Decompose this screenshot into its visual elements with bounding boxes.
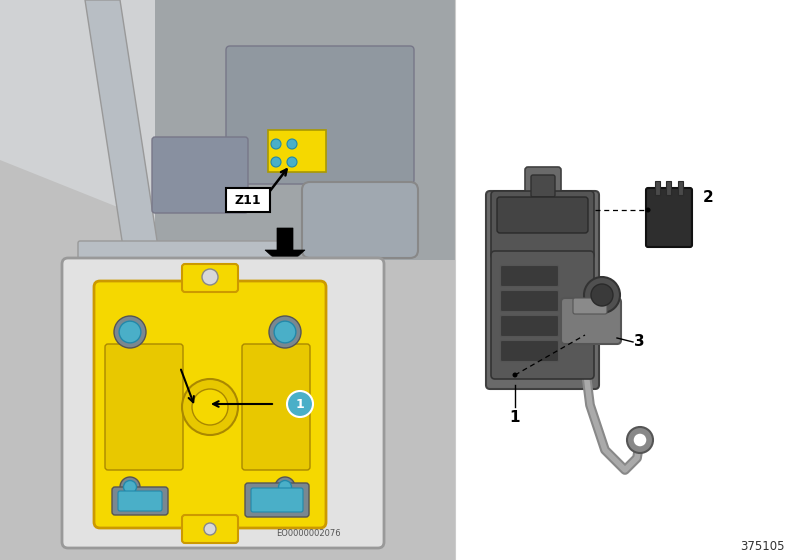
Polygon shape — [85, 0, 160, 260]
FancyBboxPatch shape — [245, 483, 309, 517]
FancyBboxPatch shape — [573, 298, 607, 314]
FancyBboxPatch shape — [531, 175, 555, 197]
FancyBboxPatch shape — [486, 191, 599, 389]
Text: 2: 2 — [702, 189, 714, 204]
Text: 1: 1 — [296, 398, 304, 410]
Circle shape — [114, 316, 146, 348]
Circle shape — [275, 477, 295, 497]
Circle shape — [513, 372, 518, 377]
Circle shape — [271, 139, 281, 149]
FancyBboxPatch shape — [497, 197, 588, 233]
Circle shape — [646, 208, 650, 212]
FancyBboxPatch shape — [112, 487, 168, 515]
FancyBboxPatch shape — [501, 291, 558, 311]
Circle shape — [584, 277, 620, 313]
Circle shape — [204, 523, 216, 535]
Circle shape — [120, 477, 140, 497]
FancyBboxPatch shape — [501, 315, 558, 337]
Circle shape — [269, 316, 301, 348]
Bar — [666, 181, 671, 195]
Circle shape — [192, 389, 228, 425]
Polygon shape — [265, 228, 305, 268]
Circle shape — [287, 391, 313, 417]
FancyBboxPatch shape — [182, 264, 238, 292]
FancyBboxPatch shape — [242, 344, 310, 470]
FancyBboxPatch shape — [105, 344, 183, 470]
FancyBboxPatch shape — [62, 258, 384, 548]
FancyBboxPatch shape — [561, 298, 621, 344]
Circle shape — [633, 433, 647, 447]
FancyBboxPatch shape — [152, 137, 248, 213]
Bar — [268, 130, 326, 172]
Text: 1: 1 — [510, 409, 520, 424]
Bar — [0, 0, 455, 560]
FancyBboxPatch shape — [118, 491, 162, 511]
Bar — [655, 181, 660, 195]
Circle shape — [119, 321, 141, 343]
Text: EO0000002076: EO0000002076 — [276, 530, 340, 539]
FancyBboxPatch shape — [78, 241, 282, 267]
Circle shape — [278, 480, 291, 493]
Circle shape — [274, 321, 296, 343]
Text: 375105: 375105 — [740, 539, 784, 553]
FancyBboxPatch shape — [501, 340, 558, 362]
FancyBboxPatch shape — [491, 191, 594, 259]
Polygon shape — [0, 0, 455, 240]
Circle shape — [287, 157, 297, 167]
FancyBboxPatch shape — [525, 167, 561, 203]
FancyBboxPatch shape — [182, 515, 238, 543]
FancyBboxPatch shape — [302, 182, 418, 258]
FancyBboxPatch shape — [94, 281, 326, 528]
Circle shape — [591, 284, 613, 306]
Circle shape — [627, 427, 653, 453]
Circle shape — [123, 480, 137, 493]
FancyBboxPatch shape — [226, 188, 270, 212]
Bar — [455, 0, 800, 560]
Circle shape — [287, 139, 297, 149]
FancyBboxPatch shape — [226, 46, 414, 184]
Text: 3: 3 — [634, 334, 644, 349]
Bar — [678, 181, 683, 195]
Text: Z11: Z11 — [234, 194, 262, 207]
Circle shape — [271, 157, 281, 167]
Circle shape — [182, 379, 238, 435]
FancyBboxPatch shape — [251, 488, 303, 512]
FancyBboxPatch shape — [501, 265, 558, 287]
Bar — [155, 0, 455, 260]
FancyBboxPatch shape — [491, 251, 594, 379]
FancyBboxPatch shape — [646, 188, 692, 247]
Circle shape — [202, 269, 218, 285]
